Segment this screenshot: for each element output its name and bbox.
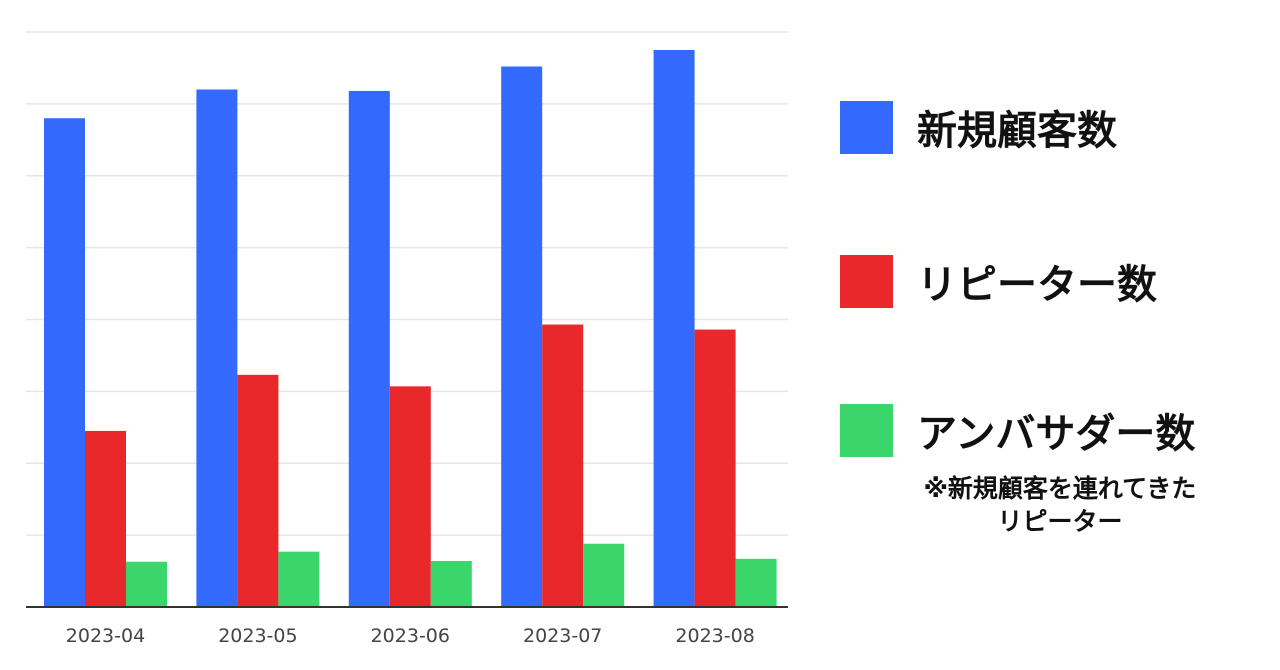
- legend-note-line-2: リピーター: [997, 507, 1123, 536]
- x-axis-tick-labels: 2023-04 2023-05 2023-06 2023-07 2023-08: [66, 625, 755, 647]
- bar-ambassadors-2023-06: [430, 561, 472, 607]
- legend-note: ※新規顧客を連れてきた リピーター: [840, 472, 1280, 538]
- bar-new-customers-2023-07: [501, 66, 543, 607]
- bar-repeaters-2023-08: [694, 329, 736, 607]
- bars: [44, 49, 777, 607]
- bar-chart: 2023-04 2023-05 2023-06 2023-07 2023-08: [26, 31, 788, 647]
- x-tick-label: 2023-05: [218, 625, 297, 647]
- legend-label-repeaters: リピーター数: [917, 262, 1157, 308]
- x-tick-label: 2023-08: [675, 625, 754, 647]
- bar-new-customers-2023-04: [44, 118, 85, 607]
- bar-ambassadors-2023-04: [126, 561, 167, 607]
- bar-repeaters-2023-04: [85, 430, 126, 607]
- legend-item-new-customers: 新規顧客数: [840, 98, 1117, 156]
- legend-swatch-new-customers: [840, 100, 893, 154]
- legend-swatch-repeaters: [840, 254, 893, 308]
- legend-item-ambassadors: アンバサダー数: [840, 401, 1195, 459]
- legend-note-line-1: ※新規顧客を連れてきた: [923, 474, 1197, 503]
- x-tick-label: 2023-04: [66, 625, 145, 647]
- bar-ambassadors-2023-08: [735, 558, 777, 607]
- bar-repeaters-2023-06: [389, 386, 431, 607]
- bar-ambassadors-2023-05: [278, 551, 320, 607]
- legend-label-new-customers: 新規顧客数: [917, 108, 1117, 154]
- bar-ambassadors-2023-07: [583, 543, 625, 607]
- legend: 新規顧客数 リピーター数 アンバサダー数 ※新規顧客を連れてきた リピーター: [840, 0, 1280, 670]
- bar-new-customers-2023-08: [653, 49, 695, 607]
- legend-label-ambassadors: アンバサダー数: [917, 411, 1196, 457]
- legend-swatch-ambassadors: [840, 403, 893, 457]
- bar-repeaters-2023-05: [237, 374, 279, 607]
- bar-new-customers-2023-05: [196, 89, 238, 607]
- bar-new-customers-2023-06: [348, 90, 390, 607]
- x-tick-label: 2023-07: [523, 625, 602, 647]
- bar-repeaters-2023-07: [542, 324, 584, 607]
- legend-item-repeaters: リピーター数: [840, 252, 1157, 310]
- x-tick-label: 2023-06: [371, 625, 450, 647]
